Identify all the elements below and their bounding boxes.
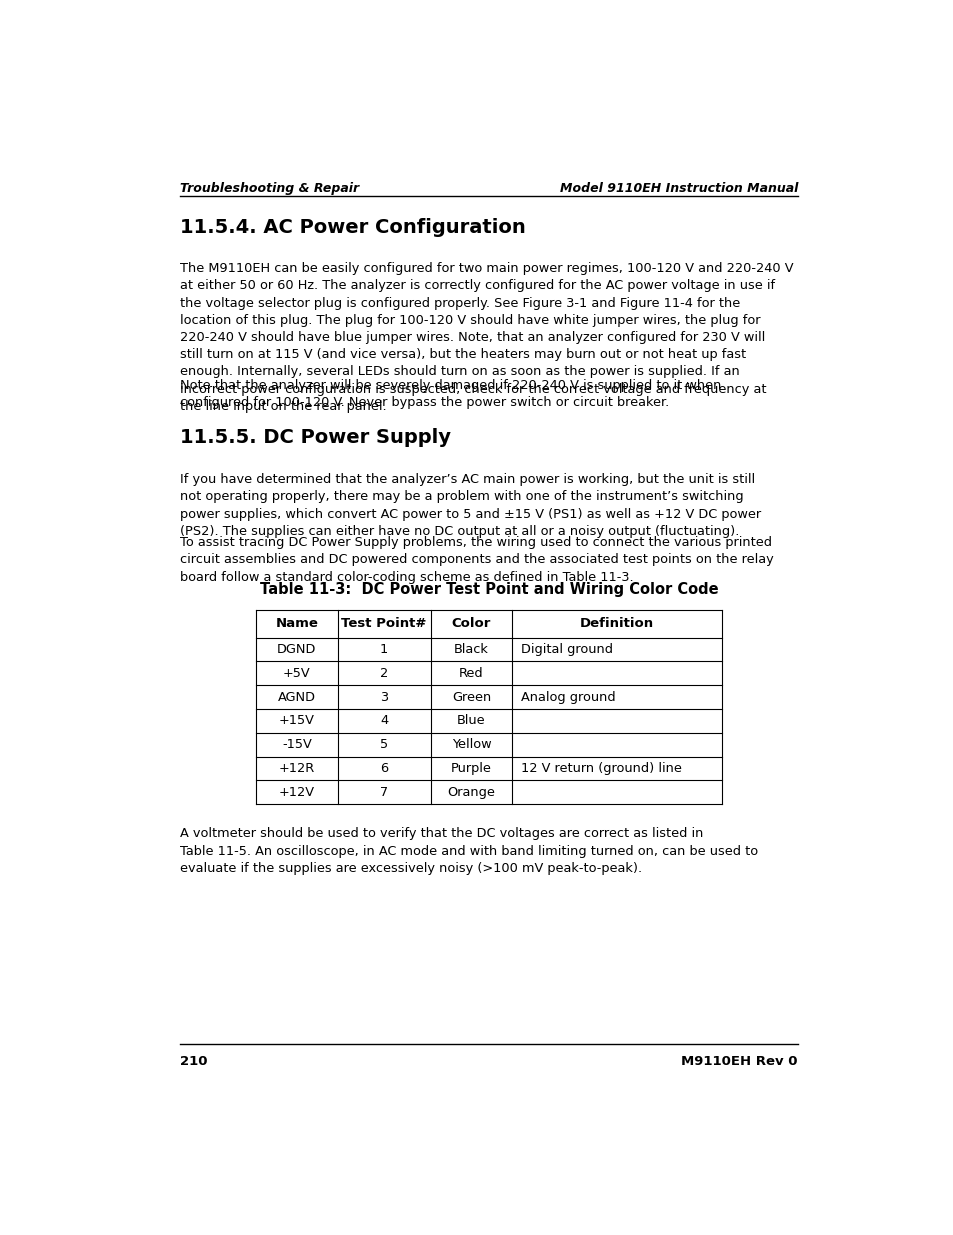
- Text: Troubleshooting & Repair: Troubleshooting & Repair: [180, 182, 358, 195]
- Text: M9110EH Rev 0: M9110EH Rev 0: [680, 1055, 797, 1068]
- Text: +12V: +12V: [278, 785, 314, 799]
- Text: Test Point#: Test Point#: [341, 618, 426, 630]
- Text: Digital ground: Digital ground: [520, 643, 613, 656]
- Text: +5V: +5V: [283, 667, 311, 679]
- Text: 5: 5: [379, 739, 388, 751]
- Text: Red: Red: [458, 667, 483, 679]
- Text: If you have determined that the analyzer’s AC main power is working, but the uni: If you have determined that the analyzer…: [180, 473, 760, 537]
- Text: DGND: DGND: [276, 643, 316, 656]
- Text: 11.5.4. AC Power Configuration: 11.5.4. AC Power Configuration: [180, 217, 525, 236]
- Text: AGND: AGND: [277, 690, 315, 704]
- Text: Color: Color: [452, 618, 491, 630]
- Text: 1: 1: [379, 643, 388, 656]
- Text: 210: 210: [180, 1055, 207, 1068]
- Text: A voltmeter should be used to verify that the DC voltages are correct as listed : A voltmeter should be used to verify tha…: [180, 827, 758, 874]
- Text: To assist tracing DC Power Supply problems, the wiring used to connect the vario: To assist tracing DC Power Supply proble…: [180, 536, 773, 584]
- Text: 11.5.5. DC Power Supply: 11.5.5. DC Power Supply: [180, 427, 451, 447]
- Text: 12 V return (ground) line: 12 V return (ground) line: [520, 762, 681, 776]
- Text: Orange: Orange: [447, 785, 495, 799]
- Text: Analog ground: Analog ground: [520, 690, 615, 704]
- Text: 4: 4: [379, 714, 388, 727]
- Text: Blue: Blue: [456, 714, 485, 727]
- Text: 2: 2: [379, 667, 388, 679]
- Text: Note that the analyzer will be severely damaged if 220-240 V is supplied to it w: Note that the analyzer will be severely …: [180, 379, 720, 409]
- Text: 6: 6: [379, 762, 388, 776]
- Text: Green: Green: [452, 690, 491, 704]
- Text: Yellow: Yellow: [451, 739, 491, 751]
- Text: Black: Black: [454, 643, 488, 656]
- Text: Definition: Definition: [579, 618, 654, 630]
- Text: The M9110EH can be easily configured for two main power regimes, 100-120 V and 2: The M9110EH can be easily configured for…: [180, 262, 793, 412]
- Text: 3: 3: [379, 690, 388, 704]
- Text: Purple: Purple: [451, 762, 492, 776]
- Text: Name: Name: [275, 618, 318, 630]
- Text: Model 9110EH Instruction Manual: Model 9110EH Instruction Manual: [559, 182, 797, 195]
- Text: Table 11-3:  DC Power Test Point and Wiring Color Code: Table 11-3: DC Power Test Point and Wiri…: [259, 582, 718, 597]
- Text: +15V: +15V: [278, 714, 314, 727]
- Text: 7: 7: [379, 785, 388, 799]
- Text: +12R: +12R: [278, 762, 314, 776]
- Text: -15V: -15V: [282, 739, 312, 751]
